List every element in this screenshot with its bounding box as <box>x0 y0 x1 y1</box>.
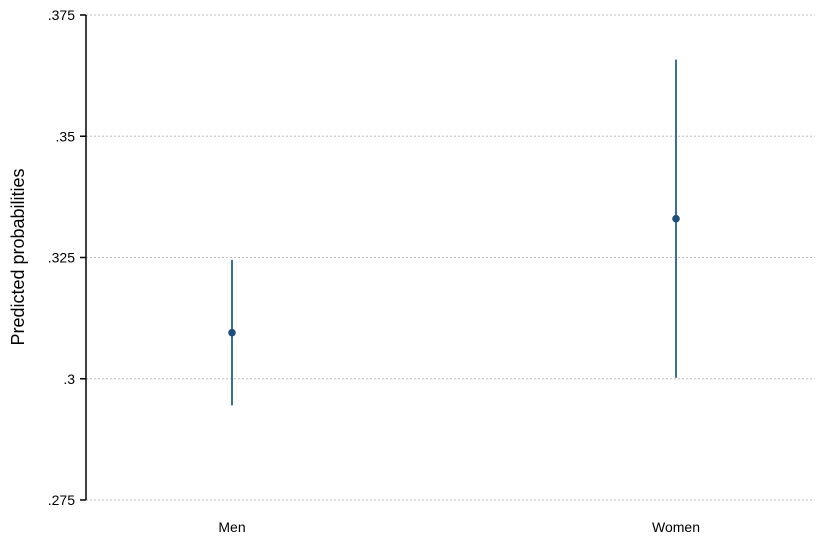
y-tick-label: .3 <box>63 371 75 387</box>
x-axis: Men Women <box>218 519 700 535</box>
y-tick-label: .375 <box>48 7 75 23</box>
point-men <box>228 328 236 337</box>
x-tick-label: Women <box>652 519 700 535</box>
x-tick-label: Men <box>218 519 245 535</box>
y-tick-label: .325 <box>48 250 75 266</box>
gridlines <box>86 14 815 501</box>
y-axis: .275 .3 .325 .35 .375 <box>48 7 87 508</box>
y-axis-title: Predicted probabilities <box>8 168 28 345</box>
y-tick-label: .35 <box>56 128 76 144</box>
series-points <box>228 59 680 406</box>
y-tick-label: .275 <box>48 492 75 508</box>
point-women <box>672 214 680 223</box>
